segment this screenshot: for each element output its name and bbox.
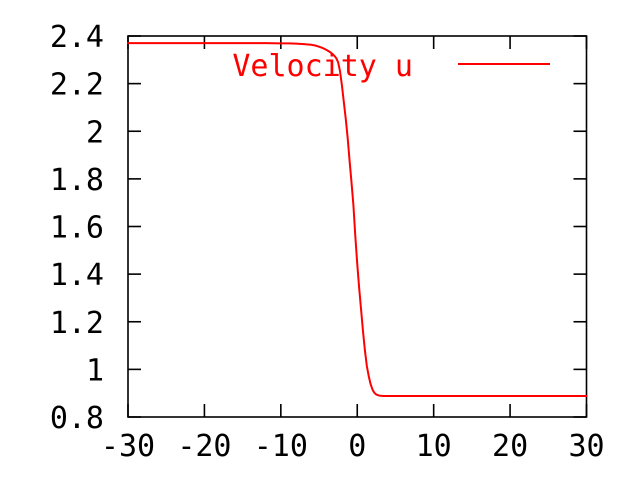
legend-label: Velocity u — [232, 49, 413, 84]
x-tick-label: 30 — [568, 429, 604, 464]
x-tick-label: -20 — [177, 429, 231, 464]
x-tick-label: 20 — [492, 429, 528, 464]
x-tick-label: 0 — [348, 429, 366, 464]
y-tick-label: 1.8 — [50, 163, 104, 198]
y-tick-label: 1.2 — [50, 306, 104, 341]
x-tick-label: 10 — [416, 429, 452, 464]
y-tick-label: 1 — [86, 353, 104, 388]
y-tick-label: 2.4 — [50, 20, 104, 55]
x-tick-label: -30 — [101, 429, 155, 464]
y-tick-label: 0.8 — [50, 401, 104, 436]
curve-layer — [127, 42, 588, 397]
x-tick-label: -10 — [254, 429, 308, 464]
y-tick-label: 2.2 — [50, 68, 104, 103]
axes-layer: -30 -20 -10 0 10 20 30 0.8 1 1.2 1.4 1.6 1.8 2 2.2 2.4 — [50, 20, 605, 464]
plot-border — [127, 35, 588, 418]
y-tick-label: 1.4 — [50, 258, 104, 293]
y-tick-label: 2 — [86, 115, 104, 150]
y-tick-label: 1.6 — [50, 211, 104, 246]
velocity-curve — [127, 42, 588, 397]
